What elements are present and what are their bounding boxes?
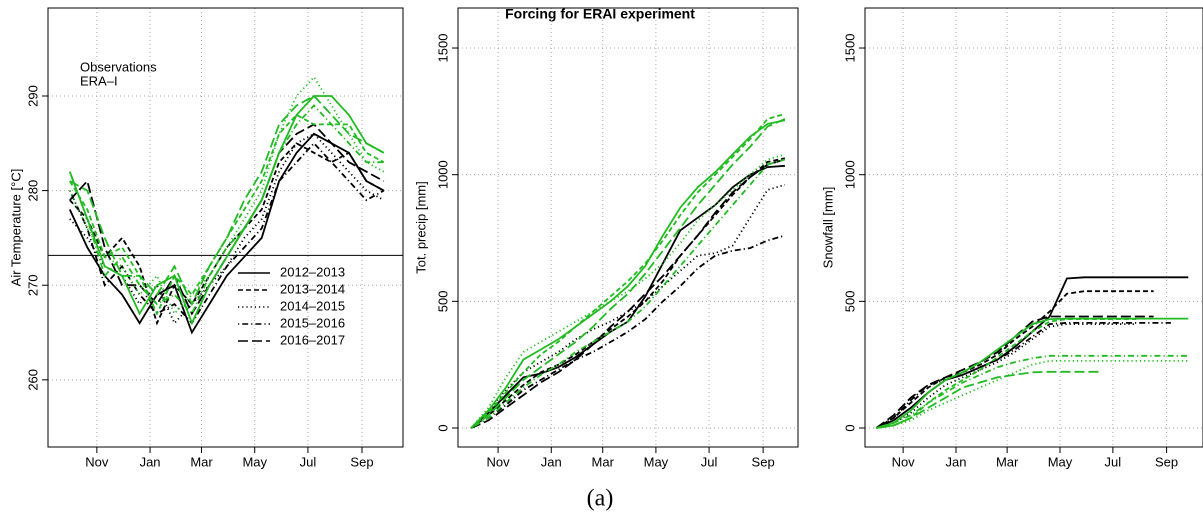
series-line [876, 370, 1102, 429]
series-line [875, 276, 1189, 429]
series-line [875, 315, 1154, 429]
series-line [876, 354, 1189, 429]
y-tick-label: 1000 [842, 160, 857, 189]
legend-label: 2016–2017 [280, 332, 345, 347]
x-tick-label: May [644, 454, 669, 469]
x-tick-label: Sep [752, 454, 775, 469]
x-tick-label: Nov [892, 454, 916, 469]
x-tick-label: Jul [701, 454, 718, 469]
series-line [876, 318, 1137, 429]
series-line [470, 118, 786, 429]
series-line [470, 113, 786, 429]
legend-label: 2012–2013 [280, 264, 345, 279]
plot-frame [47, 7, 404, 448]
series-line [470, 157, 786, 429]
series-line [470, 164, 785, 429]
series-line [69, 94, 385, 307]
series-line [875, 290, 1154, 429]
series-line [69, 123, 385, 316]
x-tick-label: Jul [300, 454, 317, 469]
x-tick-label: Jan [541, 454, 562, 469]
x-tick-label: May [242, 454, 267, 469]
y-tick-label: 500 [842, 290, 857, 312]
panel: Snowfall [mm] 0 500 1000 1500 Nov Jan Mar May Jul… [820, 7, 1203, 469]
x-tick-label: Nov [85, 454, 109, 469]
x-tick-label: Mar [592, 454, 615, 469]
series-line [876, 360, 1189, 429]
series-line [68, 104, 384, 316]
legend-label: ERA–I [80, 73, 118, 88]
y-tick-label: 1500 [842, 34, 857, 63]
x-tick-label: May [1048, 454, 1073, 469]
x-tick-label: Sep [1155, 454, 1178, 469]
series-line [470, 234, 786, 429]
series-line [470, 158, 786, 429]
y-tick-label: 0 [435, 424, 450, 431]
legend-label: 2014–2015 [280, 298, 345, 313]
y-axis-label: Tot. precip [mm] [413, 181, 428, 273]
panel: Tot. precip [mm] 0 500 1000 1500 Nov Jan Mar May… [413, 7, 799, 469]
y-tick-label: 260 [25, 369, 40, 391]
y-axis-label: Snowfall [mm] [820, 187, 835, 269]
y-tick-label: 290 [25, 85, 40, 107]
x-tick-label: Jul [1105, 454, 1122, 469]
y-tick-label: 1500 [435, 34, 450, 63]
legend-label: 2013–2014 [280, 281, 345, 296]
series-line [875, 322, 1171, 429]
plot-frame [457, 7, 799, 448]
plot-frame [864, 7, 1203, 448]
legend-label: 2015–2016 [280, 315, 345, 330]
y-tick-label: 0 [842, 424, 857, 431]
x-tick-label: Jan [140, 454, 161, 469]
y-axis-label: Air Temperature [°C] [8, 169, 23, 287]
x-tick-label: Mar [996, 454, 1019, 469]
caption: (a) [587, 486, 614, 512]
series-line [470, 119, 786, 429]
y-tick-label: 280 [25, 180, 40, 202]
x-tick-label: Nov [487, 454, 511, 469]
series-line [470, 153, 786, 429]
panel: Air Temperature [°C] 260 270 280 290 Nov Jan Ma… [8, 7, 404, 469]
figure-title: Forcing for ERAI experiment [505, 6, 695, 22]
series-line [68, 141, 385, 325]
legend-label: Observations [80, 59, 157, 74]
series-line [470, 158, 786, 429]
y-tick-label: 1000 [435, 160, 450, 189]
y-tick-label: 500 [435, 290, 450, 312]
x-tick-label: Sep [350, 454, 373, 469]
x-tick-label: Mar [190, 454, 213, 469]
x-tick-label: Jan [946, 454, 967, 469]
y-tick-label: 270 [25, 274, 40, 296]
